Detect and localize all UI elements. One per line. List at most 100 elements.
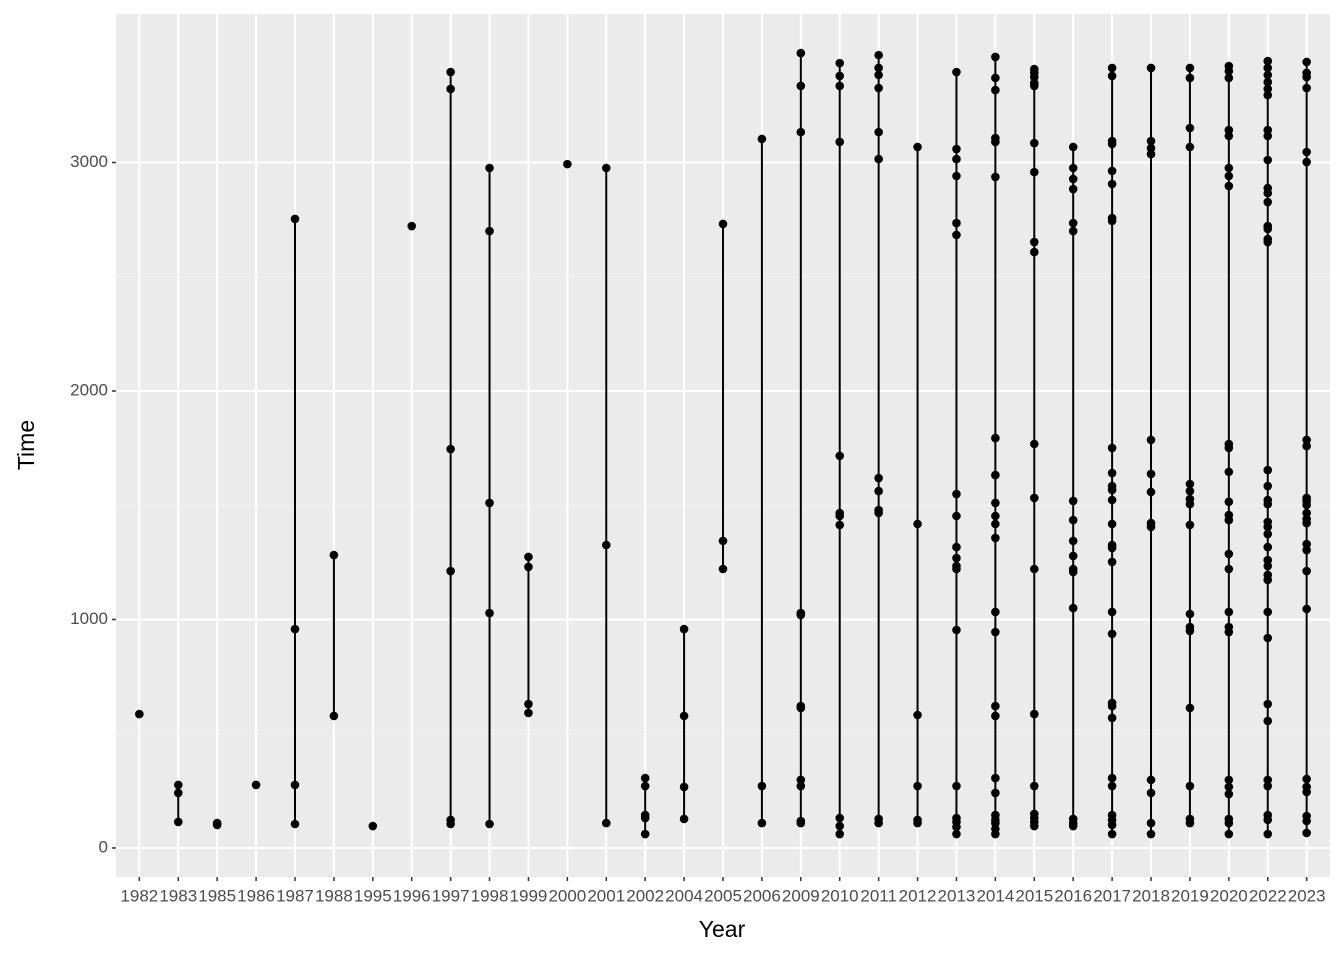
point: [1263, 542, 1273, 552]
point: [1263, 529, 1273, 539]
point: [835, 829, 845, 839]
point: [913, 142, 922, 152]
point: [952, 230, 961, 240]
point: [1068, 551, 1078, 561]
point: [952, 218, 961, 228]
point: [991, 52, 1000, 62]
point: [1107, 829, 1117, 839]
point: [1029, 138, 1039, 148]
x-tick-label: 2009: [782, 886, 820, 905]
point: [718, 536, 728, 546]
point: [485, 498, 494, 508]
point: [952, 829, 961, 839]
point: [1107, 468, 1117, 478]
point: [991, 701, 1000, 711]
point: [991, 519, 1000, 529]
point: [1224, 163, 1234, 173]
point: [991, 498, 1000, 508]
point: [1263, 188, 1273, 198]
y-tick-label: 0: [99, 837, 108, 856]
point: [991, 533, 1000, 543]
point: [1029, 72, 1039, 82]
point: [679, 711, 689, 721]
point: [485, 163, 494, 173]
point: [173, 788, 183, 798]
point: [1302, 83, 1311, 93]
point: [1302, 787, 1311, 797]
point: [913, 519, 922, 529]
point: [874, 486, 883, 496]
point: [1185, 479, 1195, 489]
point: [796, 48, 806, 58]
point: [952, 564, 961, 574]
point: [407, 221, 417, 231]
point: [1263, 699, 1273, 709]
x-tick-label: 2015: [1015, 886, 1053, 905]
point: [1107, 713, 1117, 723]
point: [1224, 443, 1234, 453]
x-tick-label: 2012: [899, 886, 937, 905]
point: [991, 470, 1000, 480]
x-tick-label: 2005: [704, 886, 742, 905]
point: [874, 127, 883, 137]
point: [1263, 131, 1273, 141]
point: [601, 163, 611, 173]
point: [1263, 90, 1273, 100]
point: [874, 50, 883, 60]
point: [913, 710, 922, 720]
point: [1107, 781, 1117, 791]
point: [1224, 564, 1234, 574]
point: [1185, 703, 1195, 713]
x-tick-label: 2006: [743, 886, 781, 905]
point: [874, 63, 883, 73]
point: [524, 552, 533, 562]
point: [952, 822, 961, 832]
point: [1029, 821, 1039, 831]
point: [1263, 716, 1273, 726]
point: [1302, 518, 1311, 528]
point: [329, 711, 339, 721]
point: [796, 81, 806, 91]
point: [1224, 497, 1234, 507]
point: [1185, 73, 1195, 83]
point: [1068, 184, 1078, 194]
point: [1263, 561, 1273, 571]
point: [757, 134, 767, 144]
point: [1146, 143, 1156, 153]
point: [640, 781, 650, 791]
point: [524, 562, 533, 572]
point: [1224, 131, 1234, 141]
point: [1185, 499, 1195, 509]
point: [1146, 63, 1156, 73]
point: [251, 780, 261, 790]
point: [1107, 773, 1117, 783]
x-tick-label: 1998: [471, 886, 509, 905]
point: [835, 137, 845, 147]
point: [368, 821, 378, 831]
x-tick-label: 2019: [1171, 886, 1209, 905]
point: [601, 540, 611, 550]
point: [1107, 216, 1117, 226]
point: [1263, 63, 1273, 73]
point: [1224, 125, 1234, 135]
point: [1146, 818, 1156, 828]
y-tick-label: 3000: [70, 152, 108, 171]
point: [1302, 539, 1311, 549]
point: [1263, 633, 1273, 643]
point: [1146, 487, 1156, 497]
point: [1107, 443, 1117, 453]
x-tick-label: 1986: [237, 886, 275, 905]
point: [718, 564, 728, 574]
point: [446, 819, 455, 829]
point: [835, 58, 845, 68]
point: [446, 67, 455, 77]
point: [757, 818, 767, 828]
point: [329, 550, 339, 560]
x-tick-label: 1983: [159, 886, 197, 905]
point: [1263, 499, 1273, 509]
point: [1185, 626, 1195, 636]
x-tick-label: 2000: [548, 886, 586, 905]
point: [1302, 57, 1311, 67]
point: [290, 780, 300, 790]
